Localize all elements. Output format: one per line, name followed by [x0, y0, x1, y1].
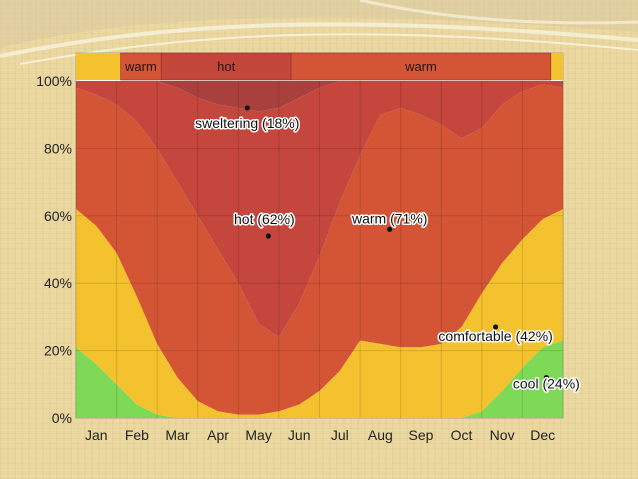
annotation-label: cool (24%) — [513, 376, 580, 392]
y-tick-label: 20% — [44, 343, 72, 359]
annotation-label: sweltering (18%) — [195, 115, 299, 131]
grid-lines — [75, 81, 564, 418]
y-axis: 0% 20% 40% 60% 80% 100% — [36, 73, 72, 426]
band-segment-0 — [120, 52, 162, 81]
x-tick-label: Aug — [368, 427, 393, 443]
annotation-point — [493, 324, 499, 330]
category-band-strip: warm hot warm — [76, 52, 563, 81]
x-tick-label: Dec — [530, 427, 555, 443]
x-tick-label: Jan — [85, 427, 108, 443]
x-tick-label: Nov — [490, 427, 515, 443]
x-tick-label: Oct — [451, 427, 473, 443]
band-segment-2 — [290, 52, 552, 81]
annotation-point — [543, 374, 549, 381]
annotation-label: warm (71%) — [351, 210, 427, 226]
annotation-point — [244, 105, 250, 111]
x-tick-label: Jul — [331, 427, 349, 443]
annotation-point — [387, 226, 393, 232]
band-label-2: warm — [404, 59, 437, 74]
area-warm — [76, 84, 563, 415]
x-axis: Jan Feb Mar Apr May Jun Jul Aug Sep Oct Nov Dec — [85, 427, 555, 443]
x-tick-label: Sep — [408, 427, 433, 443]
y-tick-label: 80% — [44, 140, 72, 156]
annotation-point — [265, 233, 271, 239]
area-sweltering — [76, 81, 563, 112]
y-tick-label: 100% — [36, 73, 72, 89]
x-tick-label: Jun — [288, 427, 311, 443]
area-comfortable — [76, 209, 563, 418]
y-tick-label: 0% — [52, 410, 72, 426]
band-segment-1 — [160, 52, 292, 81]
x-tick-label: Apr — [207, 427, 229, 443]
x-tick-label: Mar — [165, 427, 189, 443]
band-edge-1 — [550, 53, 563, 80]
annotations: sweltering (18%) hot (62%) warm (71%) comfo… — [194, 105, 581, 393]
annotation-label: comfortable (42%) — [438, 328, 552, 344]
band-label-1: hot — [217, 59, 235, 74]
annotation-label: hot (62%) — [234, 211, 295, 227]
decorative-swoosh — [0, 0, 638, 65]
x-tick-label: Feb — [125, 427, 149, 443]
band-label-0: warm — [124, 59, 157, 74]
area-cool — [76, 340, 563, 418]
y-tick-label: 60% — [44, 208, 72, 224]
x-tick-label: May — [245, 427, 271, 443]
band-edge-0 — [76, 53, 121, 80]
stacked-areas — [76, 81, 563, 418]
y-tick-label: 40% — [44, 275, 72, 291]
area-hot — [76, 81, 563, 338]
